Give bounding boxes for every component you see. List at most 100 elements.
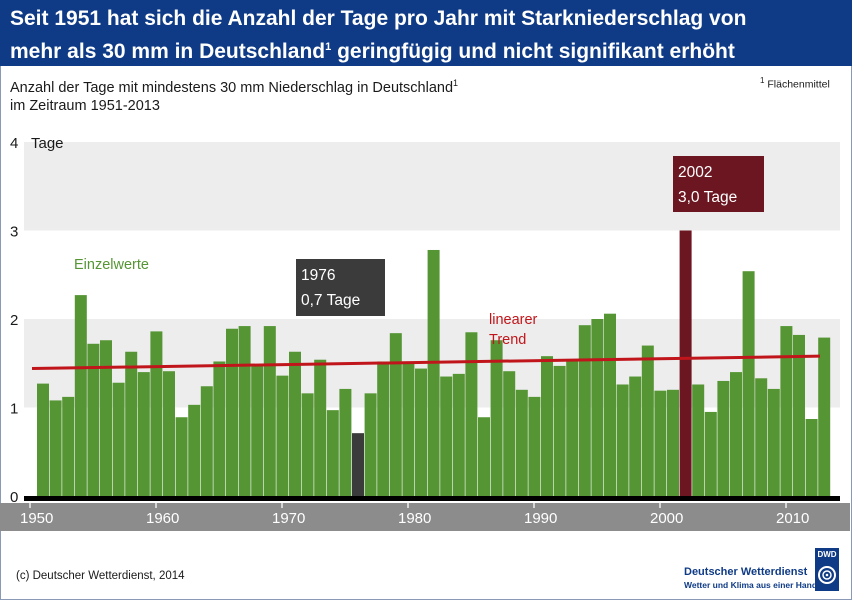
- callout-value: 3,0 Tage: [678, 189, 737, 206]
- bar: [226, 328, 238, 496]
- bar: [755, 378, 768, 496]
- bar: [717, 380, 730, 496]
- callout-year: 2002: [678, 164, 712, 181]
- bar: [515, 389, 528, 496]
- bar: [150, 331, 163, 496]
- bar: [629, 376, 642, 496]
- bar: [213, 361, 226, 496]
- bar: [541, 356, 553, 496]
- bar: [730, 372, 742, 496]
- bar: [578, 325, 591, 496]
- y-axis-label: Tage: [31, 135, 64, 152]
- bar: [478, 417, 490, 496]
- bar: [352, 433, 364, 496]
- x-tick-label: 2010: [776, 510, 809, 527]
- bar: [188, 404, 201, 496]
- bar: [641, 345, 654, 496]
- bar: [616, 384, 629, 496]
- callout-year: 1976: [301, 267, 335, 284]
- trend-label-line-2: Trend: [489, 332, 526, 348]
- bar: [553, 365, 566, 496]
- bar: [314, 359, 327, 496]
- title-line-2-a: mehr als 30 mm in Deutschland: [10, 40, 326, 63]
- x-tick-label: 1950: [20, 510, 53, 527]
- bar: [87, 343, 100, 496]
- bar: [37, 383, 49, 496]
- bar: [251, 365, 264, 496]
- bar: [402, 361, 415, 496]
- bar: [377, 361, 390, 496]
- bar: [339, 388, 352, 496]
- x-tick-label: 1990: [524, 510, 557, 527]
- bar: [465, 332, 478, 496]
- y-tick-label: 1: [10, 401, 18, 418]
- bar: [289, 351, 301, 496]
- bar: [326, 410, 339, 496]
- bar: [793, 334, 805, 496]
- bar: [692, 384, 705, 496]
- chart-subtitle: Anzahl der Tage mit mindestens 30 mm Nie…: [10, 74, 458, 115]
- logo-abbr: DWD: [817, 550, 837, 559]
- bar: [175, 417, 188, 496]
- title-banner: [0, 0, 852, 66]
- bar: [238, 326, 251, 496]
- bar: [679, 230, 692, 496]
- x-tick-label: 1960: [146, 510, 179, 527]
- logo-name: Deutscher Wetterdienst: [684, 566, 808, 578]
- bar: [767, 388, 780, 496]
- bar: [805, 419, 818, 496]
- bar: [163, 371, 175, 496]
- bar: [566, 359, 579, 496]
- subtitle-line-2: im Zeitraum 1951-2013: [10, 97, 160, 114]
- bar: [503, 371, 516, 496]
- bar: [591, 319, 604, 496]
- footnote: 1 Flächenmittel: [760, 76, 830, 91]
- copyright-text: (c) Deutscher Wetterdienst, 2014: [16, 570, 185, 582]
- x-axis-strip: [0, 503, 850, 531]
- bar: [427, 249, 440, 496]
- bar: [452, 373, 465, 496]
- y-tick-label: 2: [10, 312, 18, 329]
- y-tick-label: 3: [10, 224, 18, 241]
- callout-box: [296, 259, 385, 316]
- callout-box: [673, 156, 764, 212]
- subtitle-footnote-mark: 1: [453, 78, 459, 88]
- footnote-mark: 1: [760, 76, 765, 85]
- bar: [276, 375, 289, 496]
- bar: [604, 313, 616, 496]
- bar: [137, 372, 150, 496]
- bar: [125, 351, 138, 496]
- callout-value: 0,7 Tage: [301, 292, 360, 309]
- y-tick-label: 0: [10, 489, 18, 506]
- bar: [667, 389, 679, 496]
- x-axis-line: [24, 496, 840, 501]
- bar: [74, 295, 87, 496]
- bar: [415, 368, 427, 496]
- bar: [818, 337, 831, 496]
- bar: [654, 390, 667, 496]
- bar: [528, 396, 541, 496]
- title-line-2-b: geringfügig und nicht signifikant erhöht: [331, 40, 735, 63]
- subtitle-line-1: Anzahl der Tage mit mindestens 30 mm Nie…: [10, 74, 458, 97]
- bar: [440, 376, 453, 496]
- bar: [62, 396, 75, 496]
- bar: [301, 393, 314, 496]
- x-tick-label: 2000: [650, 510, 683, 527]
- dwd-logo-icon: DWD: [815, 548, 839, 591]
- subtitle-text: Anzahl der Tage mit mindestens 30 mm Nie…: [10, 79, 454, 96]
- x-tick-label: 1970: [272, 510, 305, 527]
- trend-label-line-1: linearer: [489, 312, 538, 328]
- footnote-text: Flächenmittel: [767, 78, 830, 91]
- bar: [389, 333, 402, 496]
- bar: [704, 411, 717, 496]
- bar: [742, 271, 755, 496]
- bar: [263, 326, 276, 496]
- bar: [100, 340, 112, 496]
- bar: [200, 386, 213, 496]
- trend-line: [31, 354, 821, 371]
- chart-title: Seit 1951 hat sich die Anzahl der Tage p…: [10, 5, 846, 66]
- bar: [364, 393, 377, 496]
- series-label: Einzelwerte: [74, 257, 149, 273]
- bar: [490, 340, 503, 496]
